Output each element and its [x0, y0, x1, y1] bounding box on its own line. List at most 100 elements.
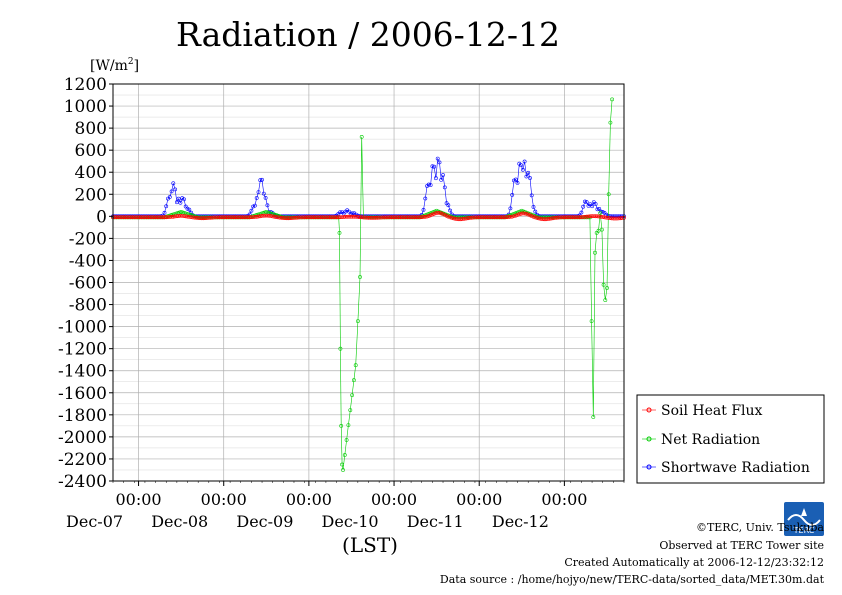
point-soil-heat-flux	[481, 215, 486, 220]
y-tick-label: 400	[75, 163, 107, 183]
point-soil-heat-flux	[338, 215, 343, 220]
point-soil-heat-flux	[355, 215, 360, 219]
y-tick-label: 1000	[64, 97, 107, 117]
point-soil-heat-flux	[607, 216, 612, 221]
x-tick-date: Dec-08	[151, 512, 208, 531]
point-soil-heat-flux	[494, 215, 499, 220]
point-soil-heat-flux	[602, 215, 607, 220]
point-soil-heat-flux	[386, 215, 390, 220]
point-soil-heat-flux	[267, 213, 272, 218]
y-tick-label: 200	[75, 185, 107, 205]
point-soil-heat-flux	[132, 215, 137, 220]
series-shortwave-radiation	[111, 156, 626, 219]
point-shortwave-radiation	[510, 192, 515, 197]
point-shortwave-radiation	[423, 196, 428, 201]
point-shortwave-radiation	[529, 193, 534, 198]
point-shortwave-radiation	[446, 203, 451, 208]
point-soil-heat-flux	[465, 216, 470, 221]
point-soil-heat-flux	[277, 215, 282, 220]
y-unit-sup: 2	[128, 57, 134, 67]
point-soil-heat-flux	[545, 217, 550, 221]
point-soil-heat-flux	[421, 215, 426, 219]
point-soil-heat-flux	[451, 216, 456, 221]
point-shortwave-radiation	[185, 206, 190, 211]
point-soil-heat-flux	[425, 214, 430, 219]
y-tick-label: -200	[69, 229, 107, 249]
point-net-radiation	[340, 462, 345, 467]
chart-title: Radiation / 2006-12-12	[176, 15, 560, 54]
point-soil-heat-flux	[219, 215, 224, 220]
point-soil-heat-flux	[199, 216, 204, 221]
point-net-radiation	[600, 227, 604, 232]
point-soil-heat-flux	[354, 214, 359, 219]
point-soil-heat-flux	[213, 215, 218, 220]
point-shortwave-radiation	[338, 210, 343, 215]
point-soil-heat-flux	[139, 215, 144, 220]
point-soil-heat-flux	[144, 215, 149, 220]
point-soil-heat-flux	[460, 217, 465, 221]
point-soil-heat-flux	[405, 215, 410, 220]
point-net-radiation	[348, 408, 353, 413]
point-soil-heat-flux	[151, 215, 156, 220]
point-soil-heat-flux	[146, 215, 151, 220]
point-soil-heat-flux	[167, 215, 172, 219]
point-soil-heat-flux	[281, 216, 286, 220]
point-soil-heat-flux	[529, 214, 534, 218]
point-soil-heat-flux	[180, 213, 185, 218]
legend-label-net-radiation: Net Radiation	[661, 432, 760, 448]
point-soil-heat-flux	[510, 214, 515, 219]
footer-observed: Observed at TERC Tower site	[659, 539, 824, 552]
y-tick-label: -1400	[58, 362, 107, 382]
point-shortwave-radiation	[430, 164, 435, 169]
point-soil-heat-flux	[302, 215, 307, 220]
point-soil-heat-flux	[503, 215, 508, 220]
logo-text: TERC	[793, 526, 815, 535]
point-soil-heat-flux	[215, 215, 220, 220]
point-soil-heat-flux	[501, 215, 506, 220]
point-soil-heat-flux	[488, 215, 493, 220]
point-net-radiation	[350, 393, 355, 398]
point-soil-heat-flux	[309, 215, 314, 220]
point-soil-heat-flux	[391, 215, 396, 220]
point-soil-heat-flux	[370, 215, 374, 220]
point-soil-heat-flux	[130, 215, 135, 220]
legend-label-shortwave-radiation: Shortwave Radiation	[661, 460, 810, 476]
point-net-radiation	[179, 209, 184, 214]
legend-item-soil-heat-flux: Soil Heat Flux	[642, 403, 763, 419]
point-shortwave-radiation	[260, 177, 264, 182]
point-shortwave-radiation	[252, 203, 257, 208]
point-shortwave-radiation	[581, 204, 586, 209]
point-soil-heat-flux	[352, 214, 357, 219]
point-soil-heat-flux	[398, 215, 403, 220]
point-soil-heat-flux	[618, 216, 623, 221]
point-soil-heat-flux	[533, 215, 538, 220]
point-shortwave-radiation	[597, 206, 602, 211]
point-soil-heat-flux	[217, 215, 222, 220]
point-soil-heat-flux	[483, 215, 488, 220]
point-soil-heat-flux	[245, 215, 250, 220]
x-tick-time: 00:00	[371, 490, 417, 509]
point-soil-heat-flux	[504, 215, 509, 220]
point-shortwave-radiation	[437, 160, 442, 165]
point-soil-heat-flux	[549, 216, 554, 221]
point-soil-heat-flux	[581, 215, 586, 219]
point-soil-heat-flux	[364, 215, 369, 220]
point-soil-heat-flux	[229, 215, 234, 220]
point-soil-heat-flux	[469, 215, 474, 220]
point-soil-heat-flux	[201, 216, 206, 221]
point-soil-heat-flux	[384, 215, 389, 220]
point-net-radiation	[603, 298, 608, 303]
point-soil-heat-flux	[544, 217, 548, 222]
series-line-shortwave-radiation	[113, 157, 624, 217]
y-unit-main: [W/m	[90, 58, 128, 74]
point-shortwave-radiation	[428, 183, 433, 188]
point-soil-heat-flux	[462, 216, 467, 221]
point-soil-heat-flux	[190, 215, 195, 220]
point-soil-heat-flux	[315, 215, 319, 220]
point-soil-heat-flux	[464, 216, 469, 221]
point-soil-heat-flux	[341, 215, 346, 219]
point-soil-heat-flux	[118, 215, 123, 220]
point-soil-heat-flux	[474, 215, 479, 220]
point-soil-heat-flux	[593, 214, 598, 219]
x-tick-time: 00:00	[286, 490, 332, 509]
